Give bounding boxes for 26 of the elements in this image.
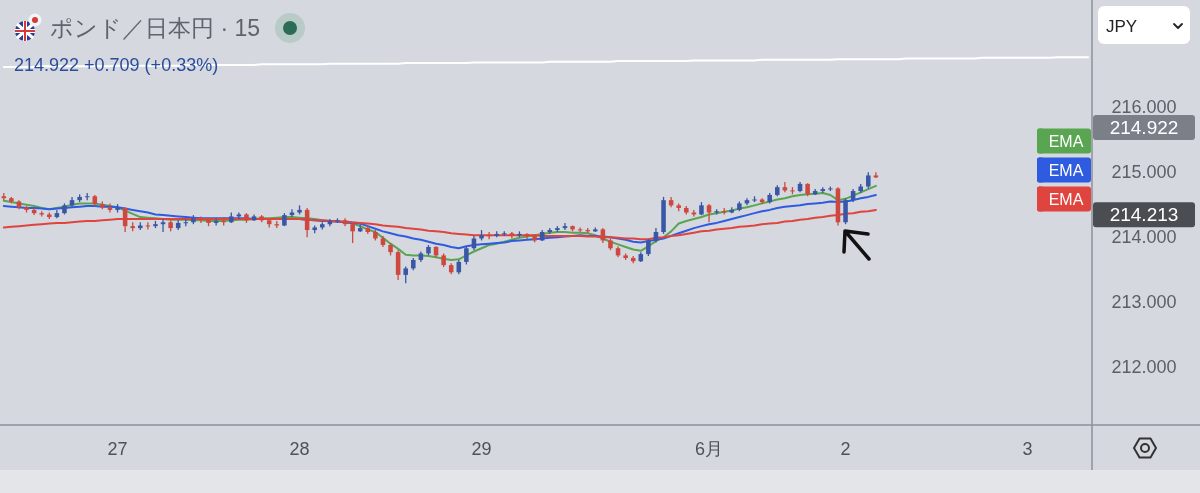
x-tick-label: 2 — [840, 438, 851, 459]
x-tick-label: 27 — [107, 438, 128, 459]
text: ポンド／日本円 · 15 — [50, 15, 261, 41]
candlestick — [464, 245, 469, 266]
x-tick-label: 3 — [1022, 438, 1033, 459]
line-series — [2, 208, 877, 241]
y-tick-label: 216.000 — [1111, 97, 1177, 118]
x-tick-label: 6月 — [695, 438, 724, 459]
text: JPY — [1106, 16, 1138, 36]
x-tick-label: 29 — [471, 438, 492, 459]
x-tick-label: 28 — [289, 438, 310, 459]
legend-label: EMA — [1048, 132, 1084, 150]
candlestick — [706, 203, 712, 223]
text: 214.922 +0.709 (+0.33%) — [14, 55, 219, 75]
candlestick — [107, 202, 113, 214]
y-tick-label: 215.000 — [1111, 162, 1177, 183]
line-series — [2, 184, 877, 261]
candlestick — [350, 222, 355, 244]
y-tick-label: 213.000 — [1111, 292, 1177, 313]
candlestick — [843, 197, 848, 225]
text: 214.213 — [1109, 204, 1179, 226]
text: 214.922 — [1109, 117, 1179, 138]
y-tick-label: 212.000 — [1111, 357, 1177, 378]
legend-label: EMA — [1048, 190, 1084, 208]
y-tick-label: 214.000 — [1111, 227, 1177, 248]
legend-label: EMA — [1048, 161, 1084, 179]
